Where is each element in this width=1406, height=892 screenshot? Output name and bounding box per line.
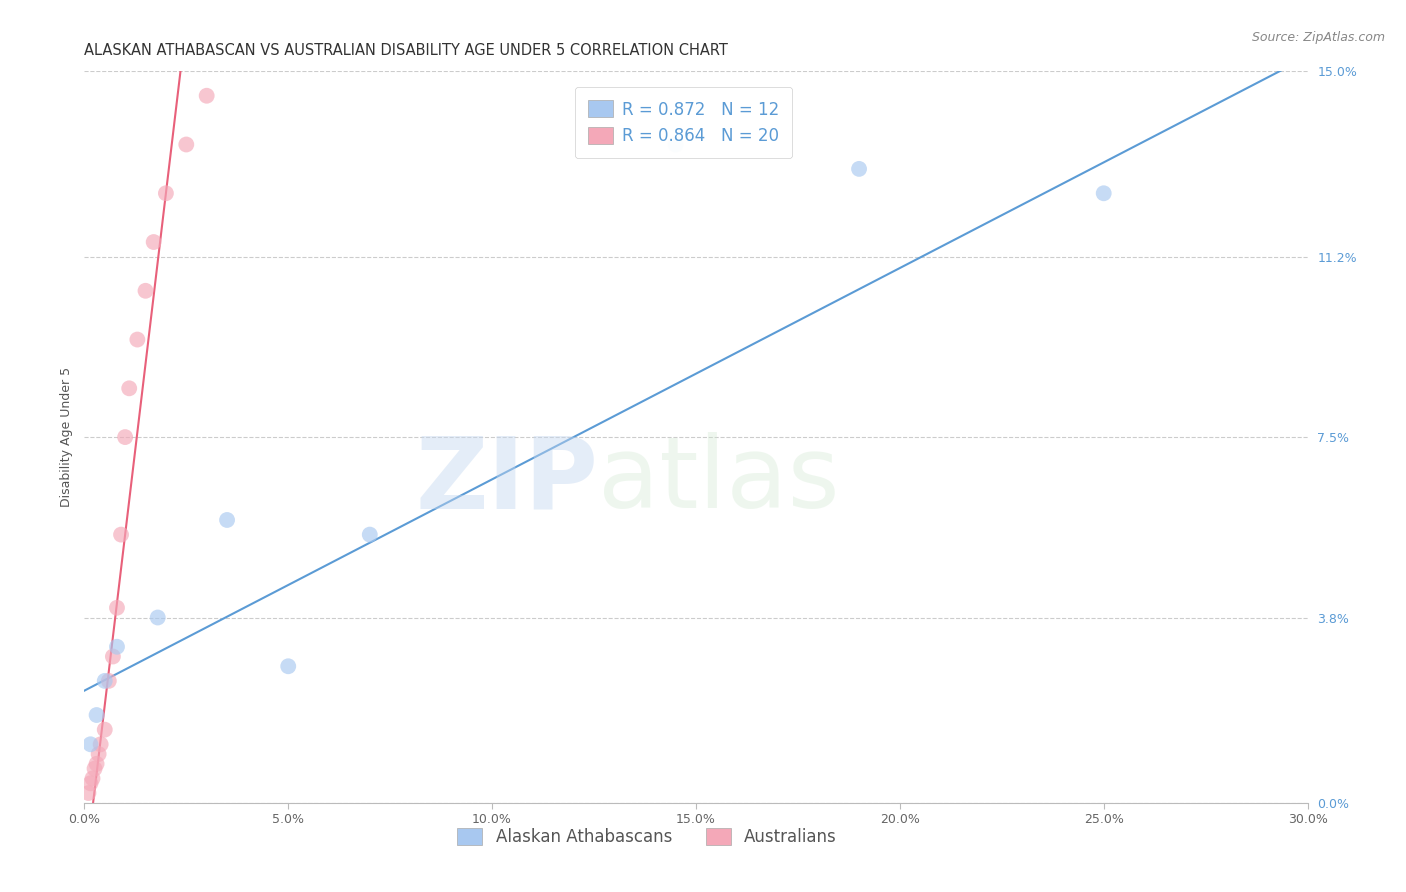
Point [1092,186,1115,201]
Point [93,673,115,688]
Point [142,235,165,249]
Point [359,527,381,541]
Point [90,737,112,751]
Point [79,776,101,790]
Y-axis label: Disability Age Under 5: Disability Age Under 5 [60,367,73,508]
Point [86,708,108,723]
Point [118,381,141,395]
Text: atlas: atlas [598,433,839,530]
Point [1236,54,1258,69]
Point [87,747,110,761]
Text: Source: ZipAtlas.com: Source: ZipAtlas.com [1251,31,1385,45]
Point [93,723,115,737]
Point [195,88,218,103]
Point [217,513,239,527]
Point [848,161,870,176]
Point [155,186,177,201]
Point [105,600,128,615]
Point [79,737,101,751]
Point [135,284,157,298]
Point [277,659,299,673]
Point [174,137,197,152]
Point [86,756,108,771]
Legend: Alaskan Athabascans, Australians: Alaskan Athabascans, Australians [451,822,844,853]
Point [114,430,136,444]
Point [101,649,124,664]
Point [665,137,688,152]
Point [83,762,105,776]
Point [127,333,149,347]
Point [97,673,120,688]
Point [110,527,132,541]
Text: ALASKAN ATHABASCAN VS AUSTRALIAN DISABILITY AGE UNDER 5 CORRELATION CHART: ALASKAN ATHABASCAN VS AUSTRALIAN DISABIL… [84,43,728,58]
Point [146,610,169,624]
Point [82,772,104,786]
Point [77,786,100,800]
Text: ZIP: ZIP [415,433,598,530]
Point [105,640,128,654]
